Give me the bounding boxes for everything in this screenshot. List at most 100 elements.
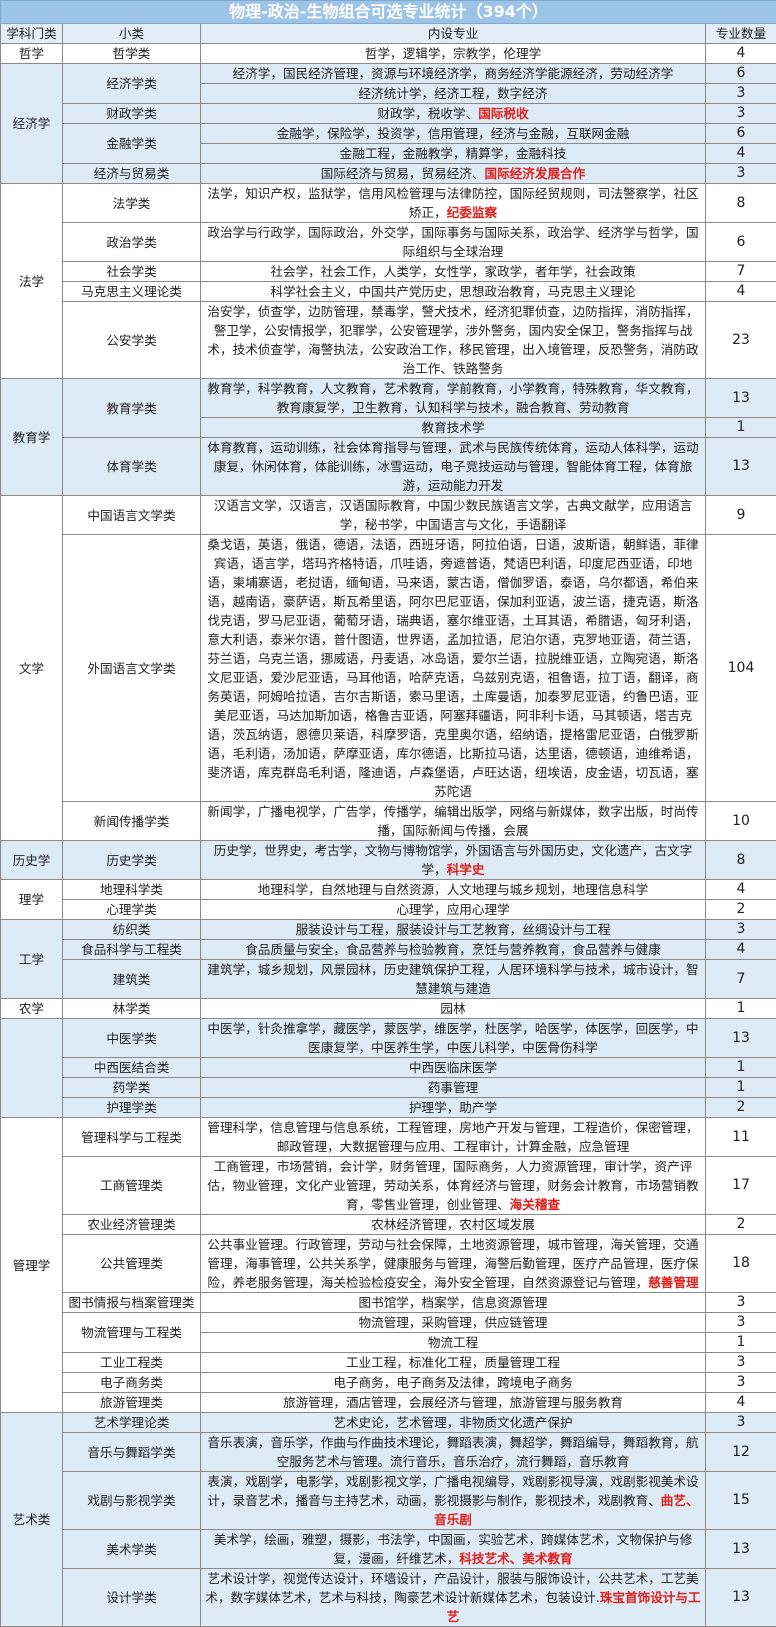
majors-cell: 食品质量与安全，食品营养与检验教育，烹饪与营养教育，食品营养与健康: [201, 940, 706, 960]
majors-cell: 工商管理，市场营销，会计学，财务管理，国际商务，人力资源管理，审计学，资产评估，…: [201, 1157, 706, 1215]
majors-text: 金融工程，金融教学，精算学，金融科技: [340, 146, 567, 161]
subclass-cell: 设计学类: [63, 1569, 201, 1627]
majors-cell: 历史学，世界史，考古学，文物与博物馆学，外国语言与外国历史，文化遗产，古文字学，…: [201, 841, 706, 880]
count-cell: 15: [706, 1472, 776, 1530]
majors-text: 物流管理，采购管理，供应链管理: [359, 1315, 548, 1330]
highlight-text: 科技艺术、美术教育: [459, 1551, 572, 1566]
category-cell: 理学: [1, 880, 63, 920]
subclass-cell: 外国语言文学类: [63, 535, 201, 802]
count-cell: 2: [706, 900, 776, 920]
majors-text: 音乐表演，音乐学，作曲与作曲技术理论，舞蹈表演，舞超学，舞蹈编导，舞蹈教育，航空…: [207, 1435, 698, 1469]
majors-cell: 表演，戏剧学，电影学，戏剧影视文学，广播电视编导，戏剧影视导演，戏剧影视美术设计…: [201, 1472, 706, 1530]
subclass-cell: 历史学类: [63, 841, 201, 880]
subclass-cell: 戏剧与影视学类: [63, 1472, 201, 1530]
subclass-cell: 建筑类: [63, 960, 201, 999]
subclass-cell: 食品科学与工程类: [63, 940, 201, 960]
majors-cell: 旅游管理，酒店管理，会展经济与管理，旅游管理与服务教育: [201, 1393, 706, 1413]
majors-text: 地理科学，自然地理与自然资源，人文地理与城乡规划，地理信息科学: [258, 882, 648, 897]
count-cell: 6: [706, 64, 776, 84]
majors-text: 治安学，侦查学，边防管理，禁毒学，警犬技术，经济犯罪侦查，边防指挥，消防指挥，警…: [207, 304, 698, 376]
count-cell: 104: [706, 535, 776, 802]
subclass-cell: 物流管理与工程类: [63, 1313, 201, 1353]
majors-cell: 农林经济管理，农村区域发展: [201, 1215, 706, 1235]
subclass-cell: 管理科学与工程类: [63, 1118, 201, 1157]
highlight-text: 科学史: [447, 862, 485, 877]
category-cell: 法学: [1, 184, 63, 379]
majors-text: 体育教育，运动训练，社会体育指导与管理，武术与民族传统体育，运动人体科学，运动康…: [207, 440, 698, 493]
majors-cell: 公共事业管理。行政管理，劳动与社会保障，土地资源管理，城市管理，海关管理，交通管…: [201, 1235, 706, 1293]
majors-text: 护理学，助产学: [409, 1100, 497, 1115]
count-cell: 1: [706, 1058, 776, 1078]
majors-cell: 财政学，税收学、国际税收: [201, 104, 706, 124]
count-cell: 8: [706, 841, 776, 880]
subclass-cell: 教育学类: [63, 379, 201, 438]
majors-cell: 金融学，保险学，投资学，信用管理，经济与金融，互联网金融: [201, 124, 706, 144]
count-cell: 4: [706, 880, 776, 900]
count-cell: 3: [706, 104, 776, 124]
majors-cell: 中西医临床医学: [201, 1058, 706, 1078]
count-cell: 11: [706, 1118, 776, 1157]
majors-cell: 科学社会主义，中国共产党历史，思想政治教育，马克思主义理论: [201, 282, 706, 302]
count-cell: 1: [706, 1333, 776, 1353]
majors-text: 服装设计与工程，服装设计与工艺教育，丝绸设计与工程: [296, 922, 611, 937]
count-cell: 4: [706, 1393, 776, 1413]
majors-text: 社会学，社会工作，人类学，女性学，家政学，者年学，社会政策: [270, 264, 635, 279]
majors-text: 工业工程，标准化工程，质量管理工程: [346, 1355, 560, 1370]
category-cell: 历史学: [1, 841, 63, 880]
table-row: 公共管理类公共事业管理。行政管理，劳动与社会保障，土地资源管理，城市管理，海关管…: [1, 1235, 776, 1293]
table-row: 历史学历史学类历史学，世界史，考古学，文物与博物馆学，外国语言与外国历史，文化遗…: [1, 841, 776, 880]
majors-text: 表演，戏剧学，电影学，戏剧影视文学，广播电视编导，戏剧影视导演，戏剧影视美术设计…: [207, 1474, 698, 1508]
category-cell: 艺术类: [1, 1413, 63, 1627]
subclass-cell: 新闻传播学类: [63, 802, 201, 841]
subclass-cell: 艺术学理论类: [63, 1413, 201, 1433]
majors-text: 农林经济管理，农村区域发展: [371, 1217, 535, 1232]
subclass-cell: 中国语言文学类: [63, 496, 201, 535]
count-cell: 2: [706, 1215, 776, 1235]
majors-cell: 政治学与行政学，国际政治，外交学，国际事务与国际关系，政治学、经济学与哲学，国际…: [201, 223, 706, 262]
count-cell: 4: [706, 144, 776, 164]
table-row: 文学中国语言文学类汉语言文学，汉语言，汉语国际教育，中国少数民族语言文学，古典文…: [1, 496, 776, 535]
count-cell: 2: [706, 1098, 776, 1118]
majors-cell: 教育学，科学教育，人文教育，艺术教育，学前教育，小学教育，特殊教育，华文教育，教…: [201, 379, 706, 418]
majors-text: 物流工程: [428, 1335, 478, 1350]
count-cell: 8: [706, 184, 776, 223]
subclass-cell: 工业工程类: [63, 1353, 201, 1373]
subclass-cell: 纺织类: [63, 920, 201, 940]
majors-cell: 工业工程，标准化工程，质量管理工程: [201, 1353, 706, 1373]
majors-cell: 桑戈语，英语，俄语，德语，法语，西班牙语，阿拉伯语，日语，波斯语，朝鲜语，菲律宾…: [201, 535, 706, 802]
majors-text: 食品质量与安全，食品营养与检验教育，烹饪与营养教育，食品营养与健康: [245, 942, 661, 957]
majors-cell: 艺术史论，艺术管理，非物质文化遗产保护: [201, 1413, 706, 1433]
table-row: 管理学管理科学与工程类管理科学，信息管理与信息系统，工程管理，房地产开发与管理，…: [1, 1118, 776, 1157]
subclass-cell: 经济与贸易类: [63, 164, 201, 184]
header-category: 学科门类: [1, 24, 63, 44]
count-cell: 6: [706, 223, 776, 262]
category-cell: 农学: [1, 999, 63, 1019]
count-cell: 4: [706, 282, 776, 302]
subclass-cell: 社会学类: [63, 262, 201, 282]
category-cell: 管理学: [1, 1118, 63, 1413]
majors-text: 艺术史论，艺术管理，非物质文化遗产保护: [333, 1415, 572, 1430]
subclass-cell: 体育学类: [63, 438, 201, 496]
subclass-cell: 电子商务类: [63, 1373, 201, 1393]
majors-cell: 管理科学，信息管理与信息系统，工程管理，房地产开发与管理，工程造价，保密管理，邮…: [201, 1118, 706, 1157]
majors-text: 中医学，针灸推拿学，藏医学，蒙医学，维医学，杜医学，哈医学，体医学，回医学，中医…: [207, 1021, 698, 1055]
count-cell: 7: [706, 262, 776, 282]
majors-cell: 药事管理: [201, 1078, 706, 1098]
category-cell: 教育学: [1, 379, 63, 496]
majors-text: 心理学，应用心理学: [396, 902, 509, 917]
majors-text: 政治学与行政学，国际政治，外交学，国际事务与国际关系，政治学、经济学与哲学，国际…: [207, 225, 698, 259]
subclass-cell: 中西医结合类: [63, 1058, 201, 1078]
count-cell: 7: [706, 960, 776, 999]
majors-text: 药事管理: [428, 1080, 478, 1095]
table-row: 食品科学与工程类 食品质量与安全，食品营养与检验教育，烹饪与营养教育，食品营养与健…: [1, 940, 776, 960]
subclass-cell: 公共管理类: [63, 1235, 201, 1293]
majors-text: 教育技术学: [422, 420, 485, 435]
majors-text: 新闻学，广播电视学，广告学，传播学，编辑出版学，网络与新媒体，数字出版，时尚传播…: [207, 804, 698, 838]
